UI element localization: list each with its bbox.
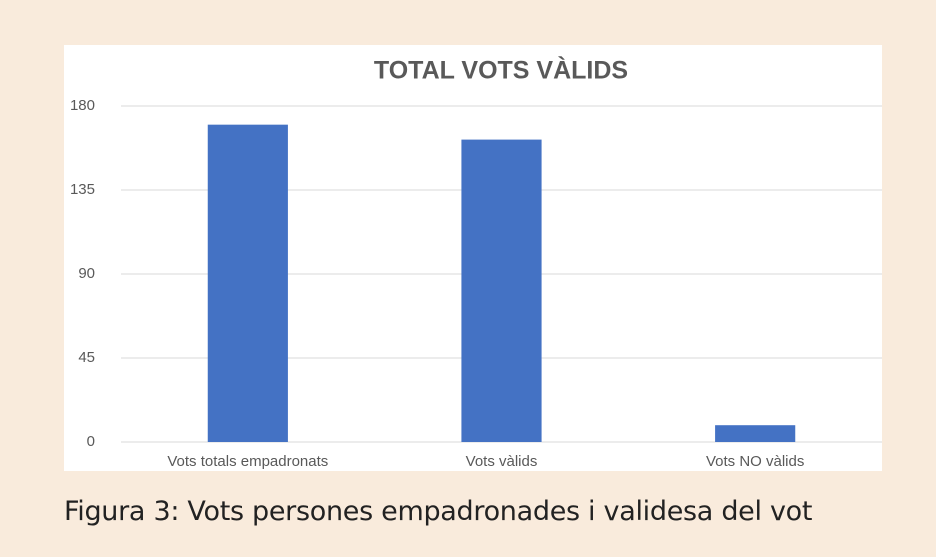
chart-title: TOTAL VOTS VÀLIDS [374, 56, 628, 85]
caption: Figura 3: Vots persones empadronades i v… [64, 496, 813, 527]
x-tick-label: Vots totals empadronats [167, 453, 328, 470]
x-tick-label: Vots vàlids [466, 453, 538, 470]
bar [207, 124, 288, 443]
y-tick-label: 45 [78, 349, 95, 366]
y-tick-label: 90 [78, 265, 95, 282]
y-tick-label: 180 [70, 97, 95, 114]
y-tick-label: 135 [70, 181, 95, 198]
bar [715, 425, 796, 442]
y-tick-label: 0 [87, 433, 95, 450]
x-tick-label: Vots NO vàlids [706, 453, 804, 470]
bar [461, 139, 542, 442]
